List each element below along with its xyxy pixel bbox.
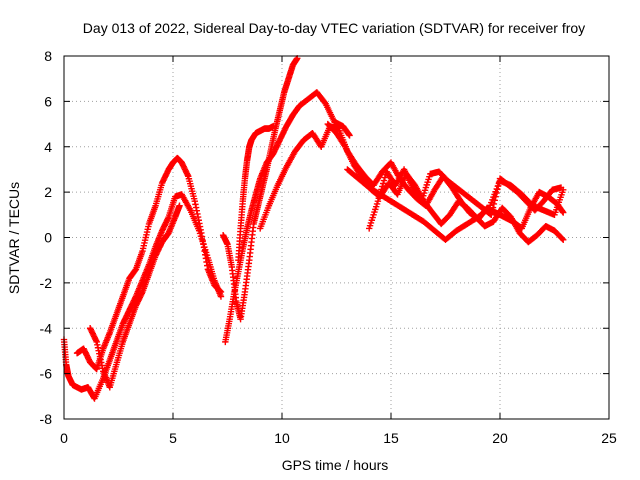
data-point	[488, 211, 495, 219]
y-tick-label: 2	[44, 184, 52, 200]
data-point	[489, 204, 497, 211]
x-tick-label: 0	[60, 430, 68, 446]
y-tick-label: 4	[44, 139, 52, 155]
x-tick-labels: 0 5 10 15 20 25	[60, 430, 617, 446]
data-point	[374, 198, 382, 205]
data-point	[378, 186, 385, 193]
x-tick-label: 10	[274, 430, 290, 446]
y-axis-title: SDTVAR / TECUs	[6, 182, 22, 294]
data-point	[560, 209, 567, 216]
x-axis-title: GPS time / hours	[282, 457, 389, 473]
data-point	[495, 182, 502, 189]
data-point	[559, 235, 566, 243]
series-trace-c	[86, 202, 183, 391]
y-tick-label: 0	[44, 230, 52, 246]
y-tick-label: -4	[40, 320, 53, 336]
data-point	[557, 184, 565, 191]
series-trace-b	[73, 154, 225, 373]
data-point	[379, 180, 387, 187]
axis-ticks	[63, 55, 610, 420]
data-point	[494, 186, 501, 193]
series-trace-j	[366, 166, 565, 232]
y-tick-label: -6	[40, 366, 53, 382]
data-point	[375, 195, 382, 202]
x-tick-label: 15	[383, 430, 399, 446]
y-tick-label: -8	[40, 411, 53, 427]
data-point	[270, 123, 277, 130]
data-point	[380, 177, 388, 184]
y-tick-label: -2	[40, 275, 53, 291]
data-point	[346, 132, 353, 139]
data-point	[490, 200, 498, 208]
data-point	[379, 183, 386, 190]
data-point	[560, 236, 567, 243]
chart-title: Day 013 of 2022, Sidereal Day-to-day VTE…	[83, 20, 585, 36]
x-tick-label: 5	[169, 430, 177, 446]
y-tick-label: 6	[44, 93, 52, 109]
data-point	[488, 207, 496, 215]
series-trace-f	[235, 123, 277, 264]
data-point	[176, 202, 183, 209]
data-point	[493, 189, 500, 197]
data-points	[60, 55, 567, 402]
data-point	[492, 193, 499, 200]
x-tick-label: 20	[492, 430, 508, 446]
data-point	[377, 189, 384, 196]
y-tick-label: 8	[44, 48, 52, 64]
data-point	[376, 192, 383, 199]
grid-lines	[64, 56, 609, 419]
x-tick-label: 25	[601, 430, 617, 446]
data-point	[217, 288, 225, 296]
series-trace-e	[222, 89, 353, 346]
y-tick-labels: -8 -6 -4 -2 0 2 4 6 8	[40, 48, 53, 427]
data-point	[491, 197, 498, 204]
